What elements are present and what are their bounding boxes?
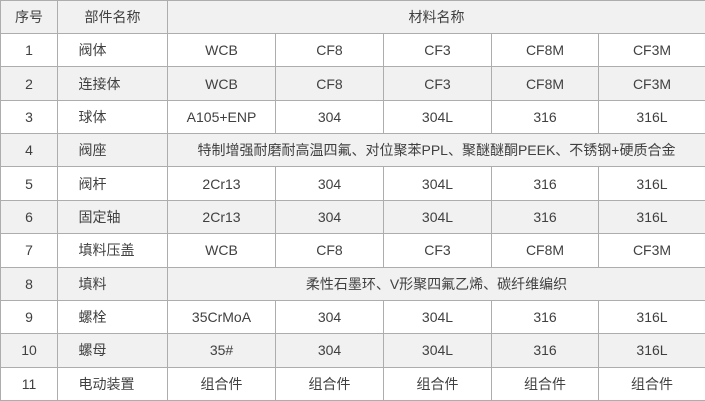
span-material-cell: 柔性石墨环、V形聚四氟乙烯、碳纤维编织 [167,266,705,301]
material-cell: CF3 [383,32,492,68]
part-name-cell: 连接体 [57,66,168,101]
material-cell: CF8 [275,233,384,268]
part-name-cell: 球体 [57,99,168,135]
material-cell: 316L [598,333,705,368]
material-cell: 316L [598,299,705,335]
material-cell: 2Cr13 [167,199,276,235]
table-row: 11 电动装置 组合件 组合件 组合件 组合件 组合件 [0,366,705,401]
material-cell: 2Cr13 [167,166,276,201]
header-part-name: 部件名称 [57,0,168,34]
material-cell: 316 [491,333,599,368]
part-name-cell: 螺母 [57,333,168,368]
material-cell: WCB [167,233,276,268]
part-name-label: 阀体 [78,42,107,59]
material-cell: CF8M [491,66,599,101]
material-cell: CF8 [275,32,384,68]
part-name-cell: 填料压盖 [57,233,168,268]
serial-cell: 6 [0,199,58,235]
part-name-cell: 阀杆 [57,166,168,201]
material-cell: CF8M [491,233,599,268]
material-cell: 组合件 [383,366,492,401]
serial-cell: 5 [0,166,58,201]
table-row: 1 阀体 WCB CF8 CF3 CF8M CF3M [0,32,705,68]
material-cell: 304 [275,99,384,135]
material-cell: 组合件 [275,366,384,401]
table-row: 5 阀杆 2Cr13 304 304L 316 316L [0,166,705,201]
material-cell: 304 [275,199,384,235]
table-row: 9 螺栓 35CrMoA 304 304L 316 316L [0,299,705,335]
part-name-label: 填料 [78,275,107,292]
table-row: 2 连接体 WCB CF8 CF3 CF8M CF3M [0,66,705,101]
material-cell: 组合件 [598,366,705,401]
serial-cell: 3 [0,99,58,135]
material-cell: CF3 [383,66,492,101]
table-row: 7 填料压盖 WCB CF8 CF3 CF8M CF3M [0,233,705,268]
serial-cell: 9 [0,299,58,335]
part-name-label: 螺栓 [78,309,107,326]
material-cell: CF3M [598,66,705,101]
table-row: 4 阀座 特制增强耐磨耐高温四氟、对位聚苯PPL、聚醚醚酮PEEK、不锈钢+硬质… [0,133,705,168]
serial-cell: 11 [0,366,58,401]
material-cell: 304L [383,199,492,235]
part-name-cell: 电动装置 [57,366,168,401]
part-name-label: 螺母 [78,342,107,359]
part-name-cell: 阀座 [57,133,168,168]
material-cell: 组合件 [491,366,599,401]
serial-cell: 8 [0,266,58,301]
serial-cell: 4 [0,133,58,168]
material-cell: CF8M [491,32,599,68]
material-cell: 304 [275,166,384,201]
part-name-label: 阀杆 [78,175,107,192]
part-name-cell: 固定轴 [57,199,168,235]
part-name-label: 电动装置 [78,375,135,392]
table-row: 8 填料 柔性石墨环、V形聚四氟乙烯、碳纤维编织 [0,266,705,301]
material-cell: 316 [491,99,599,135]
material-cell: CF8 [275,66,384,101]
serial-cell: 2 [0,66,58,101]
part-name-cell: 填料 [57,266,168,301]
material-cell: 304 [275,299,384,335]
material-cell: 35# [167,333,276,368]
part-name-label: 固定轴 [78,208,121,225]
header-row: 序号 部件名称 材料名称 [0,0,705,34]
material-cell: 316L [598,99,705,135]
material-cell: CF3M [598,32,705,68]
part-name-label: 球体 [78,108,107,125]
material-cell: A105+ENP [167,99,276,135]
material-cell: 316L [598,166,705,201]
part-name-cell: 螺栓 [57,299,168,335]
header-serial: 序号 [0,0,58,34]
serial-cell: 7 [0,233,58,268]
material-cell: 组合件 [167,366,276,401]
material-cell: 316L [598,199,705,235]
material-cell: 304L [383,166,492,201]
material-cell: WCB [167,32,276,68]
material-cell: CF3M [598,233,705,268]
material-cell: 304L [383,333,492,368]
part-name-cell: 阀体 [57,32,168,68]
span-material-cell: 特制增强耐磨耐高温四氟、对位聚苯PPL、聚醚醚酮PEEK、不锈钢+硬质合金 [167,133,705,168]
table-row: 6 固定轴 2Cr13 304 304L 316 316L [0,199,705,235]
material-cell: 316 [491,166,599,201]
serial-cell: 10 [0,333,58,368]
material-cell: 304L [383,299,492,335]
serial-cell: 1 [0,32,58,68]
table-row: 10 螺母 35# 304 304L 316 316L [0,333,705,368]
material-cell: 304 [275,333,384,368]
header-material-name: 材料名称 [167,0,705,34]
material-cell: 316 [491,199,599,235]
part-name-label: 连接体 [78,75,121,92]
material-cell: 304L [383,99,492,135]
part-name-label: 阀座 [78,142,107,159]
part-name-label: 填料压盖 [78,242,135,259]
material-cell: CF3 [383,233,492,268]
material-cell: 316 [491,299,599,335]
table-row: 3 球体 A105+ENP 304 304L 316 316L [0,99,705,135]
material-cell: WCB [167,66,276,101]
material-cell: 35CrMoA [167,299,276,335]
